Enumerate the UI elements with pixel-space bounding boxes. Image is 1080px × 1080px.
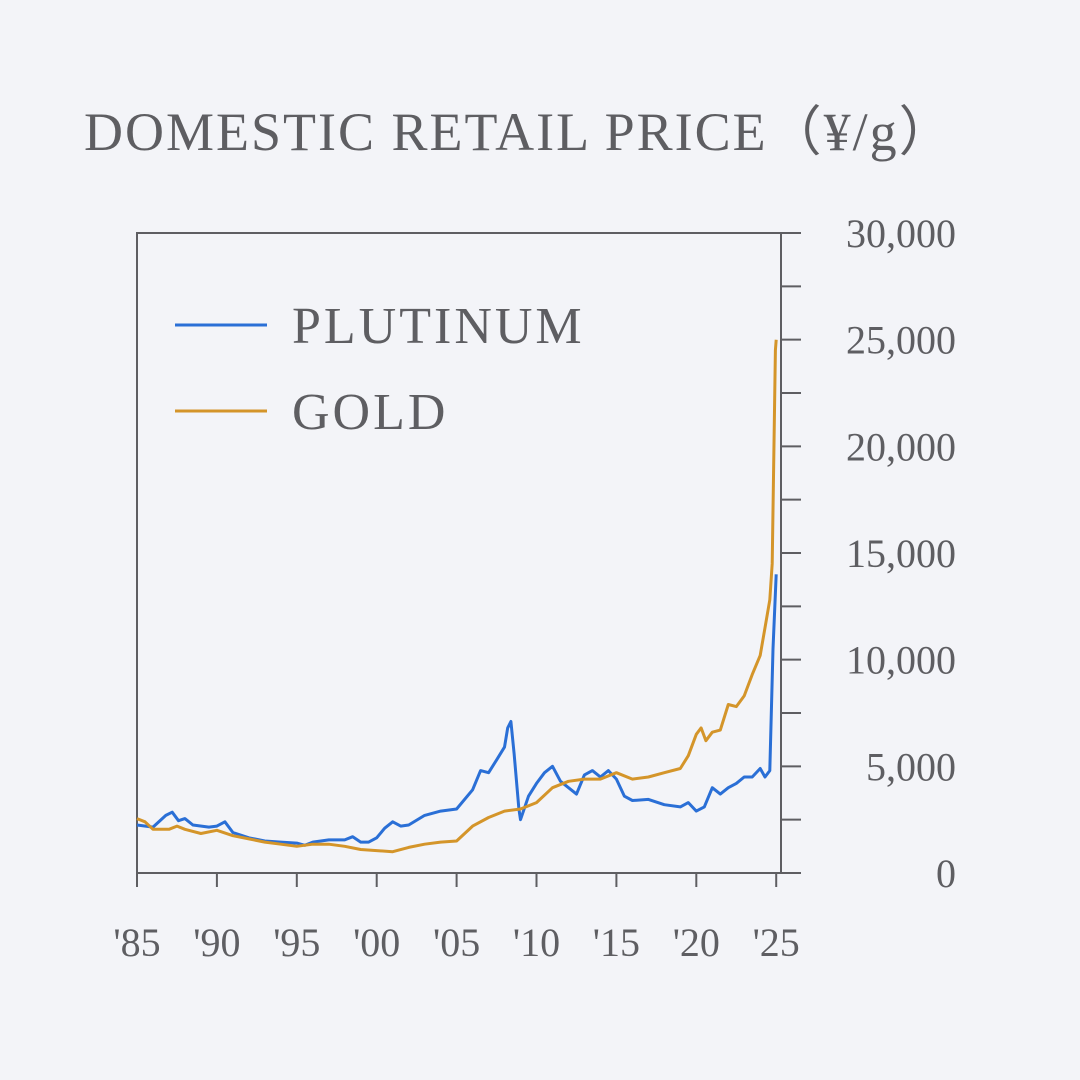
y-tick-label: 20,000 — [846, 424, 956, 469]
y-tick-label: 0 — [936, 851, 956, 896]
x-tick-label: '90 — [193, 920, 240, 965]
series-lines — [136, 339, 778, 854]
x-tick-label: '20 — [673, 920, 720, 965]
y-tick-label: 10,000 — [846, 638, 956, 683]
x-tick-label: '85 — [113, 920, 160, 965]
x-tick-label: '95 — [273, 920, 320, 965]
y-tick-label: 5,000 — [866, 744, 956, 789]
x-tick-label: '15 — [593, 920, 640, 965]
x-tick-label: '25 — [753, 920, 800, 965]
x-tick-label: '10 — [513, 920, 560, 965]
legend-label-gold: GOLD — [292, 384, 448, 441]
y-tick-label: 30,000 — [846, 211, 956, 256]
legend-label-plutinum: PLUTINUM — [292, 298, 585, 355]
series-line-plutinum — [136, 574, 778, 847]
y-tick-label: 25,000 — [846, 318, 956, 363]
chart-title: DOMESTIC RETAIL PRICE（¥/g） — [84, 102, 955, 162]
series-line-gold — [136, 339, 778, 854]
axis-ticks: '85 '90 '95 '00 '05 '10 '15 '20 '25 0 5,000 10,000 1… — [113, 211, 956, 965]
x-tick-label: '00 — [353, 920, 400, 965]
y-tick-label: 15,000 — [846, 531, 956, 576]
legend: PLUTINUM GOLD — [175, 298, 585, 441]
x-tick-label: '05 — [433, 920, 480, 965]
